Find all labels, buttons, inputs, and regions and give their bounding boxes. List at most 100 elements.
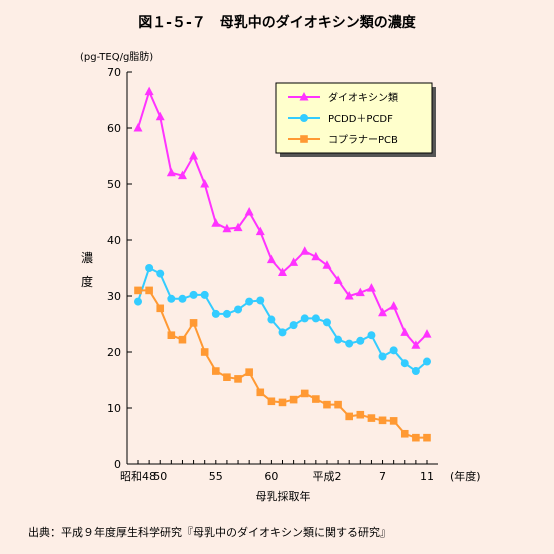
- data-point-triangle: [233, 222, 243, 232]
- data-point-square: [256, 388, 265, 397]
- data-point-triangle: [222, 223, 232, 233]
- data-point-circle: [367, 331, 376, 340]
- data-point-triangle: [189, 151, 199, 160]
- data-point-square: [212, 367, 220, 375]
- data-point-triangle: [133, 123, 143, 132]
- data-point-circle: [200, 290, 209, 299]
- x-tick-label: 7: [379, 470, 386, 483]
- data-point-circle: [245, 297, 254, 306]
- data-point-square: [145, 286, 153, 295]
- series-layer: [133, 86, 432, 442]
- data-point-circle: [234, 305, 243, 314]
- data-point-circle: [334, 335, 343, 344]
- data-point-circle: [311, 314, 320, 323]
- data-point-triangle: [289, 257, 299, 266]
- y-tick-label: 0: [114, 458, 121, 471]
- data-point-circle: [189, 290, 198, 299]
- legend-item: PCDD＋PCDF: [288, 114, 393, 125]
- x-tick-label: 60: [264, 470, 278, 483]
- x-axis-label: 母乳採取年: [256, 489, 311, 503]
- data-point-circle: [423, 357, 431, 366]
- x-tick-label: 平成2: [312, 470, 341, 483]
- legend-item: ダイオキシン類: [288, 91, 398, 104]
- data-point-square: [378, 416, 387, 425]
- data-point-triangle: [411, 340, 421, 349]
- data-point-triangle: [322, 260, 332, 269]
- data-point-square: [234, 375, 242, 383]
- data-point-circle: [256, 296, 265, 305]
- data-point-triangle: [400, 327, 410, 336]
- data-point-square: [167, 331, 176, 339]
- data-point-circle: [167, 294, 176, 303]
- data-point-circle: [345, 339, 354, 348]
- data-point-square: [300, 135, 308, 143]
- data-point-square: [356, 410, 365, 419]
- data-point-triangle: [166, 167, 176, 177]
- data-point-square: [223, 373, 231, 381]
- y-tick-label: 40: [107, 234, 121, 247]
- data-point-triangle: [278, 267, 287, 276]
- y-axis-label: 度: [81, 274, 93, 289]
- data-point-triangle: [300, 246, 310, 255]
- data-point-triangle: [244, 207, 254, 216]
- data-point-circle: [400, 359, 409, 368]
- data-point-square: [389, 417, 398, 425]
- axes: [126, 71, 438, 465]
- data-point-triangle: [366, 283, 376, 292]
- data-point-square: [400, 429, 409, 438]
- data-point-square: [289, 395, 298, 404]
- data-point-square: [178, 335, 187, 344]
- data-point-circle: [300, 114, 308, 122]
- series-1: [134, 264, 431, 376]
- data-point-square: [334, 400, 342, 409]
- data-point-triangle: [266, 254, 276, 264]
- data-point-triangle: [378, 307, 388, 317]
- data-point-square: [412, 433, 420, 442]
- data-point-triangle: [144, 86, 154, 96]
- y-tick-label: 10: [107, 402, 121, 415]
- source-note: 出典：平成９年度厚生科学研究『母乳中のダイオキシン類に関する研究』: [28, 526, 391, 539]
- data-point-circle: [145, 264, 154, 272]
- data-point-circle: [378, 352, 387, 361]
- x-tick-label: 55: [209, 470, 223, 483]
- data-point-square: [367, 414, 376, 422]
- legend-label: PCDD＋PCDF: [328, 114, 393, 125]
- y-tick-label: 30: [107, 290, 121, 303]
- data-point-triangle: [177, 170, 187, 180]
- data-point-square: [200, 348, 209, 356]
- x-tick-label: 50: [153, 470, 167, 483]
- data-point-circle: [411, 367, 420, 376]
- data-point-circle: [278, 328, 287, 337]
- data-point-square: [245, 368, 253, 376]
- y-tick-label: 20: [107, 346, 121, 359]
- data-point-circle: [389, 346, 398, 355]
- data-point-triangle: [422, 329, 432, 338]
- legend: ダイオキシン類 PCDD＋PCDF コプラナーPCB: [275, 82, 436, 157]
- x-tick-label: 昭和48: [120, 470, 156, 483]
- data-point-circle: [322, 318, 331, 327]
- data-point-triangle: [389, 301, 399, 310]
- series-0: [133, 86, 432, 349]
- y-tick-label: 70: [107, 66, 121, 79]
- y-axis-label: 濃: [81, 251, 93, 265]
- legend-item: コプラナーPCB: [288, 134, 398, 146]
- y-unit-label: (pg-TEQ/g脂肪): [80, 50, 153, 63]
- data-point-triangle: [333, 275, 343, 284]
- legend-label: コプラナーPCB: [328, 134, 398, 146]
- data-point-triangle: [355, 287, 365, 297]
- data-point-circle: [289, 321, 298, 330]
- series-2: [134, 286, 431, 442]
- data-point-square: [278, 398, 287, 407]
- legend-label: ダイオキシン類: [328, 91, 398, 104]
- data-point-circle: [300, 314, 309, 323]
- data-point-triangle: [344, 291, 354, 300]
- data-point-square: [156, 304, 165, 313]
- figure-title: 図１-５-７ 母乳中のダイオキシン類の濃度: [138, 15, 416, 31]
- data-point-square: [189, 319, 198, 327]
- data-point-circle: [178, 294, 187, 303]
- data-point-square: [345, 412, 353, 421]
- data-point-square: [267, 397, 276, 406]
- data-point-circle: [222, 309, 231, 318]
- data-point-triangle: [155, 111, 165, 121]
